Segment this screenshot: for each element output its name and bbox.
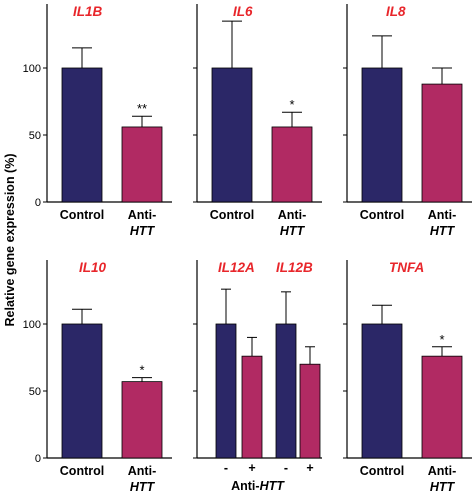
bar bbox=[121, 381, 163, 459]
x-tick-label: HTT bbox=[130, 480, 156, 494]
panel-title: IL1B bbox=[73, 4, 103, 19]
significance-label: ** bbox=[137, 101, 147, 116]
x-tick-label: Anti- bbox=[278, 208, 306, 222]
x-tick-label: Anti- bbox=[428, 208, 456, 222]
y-tick-label: 50 bbox=[29, 130, 41, 142]
bar bbox=[299, 363, 321, 459]
chart-panel: IL6 Control * Anti- HTT bbox=[193, 4, 322, 238]
y-tick-label: 50 bbox=[29, 386, 41, 398]
panel-title: TNFA bbox=[389, 260, 424, 275]
significance-label: * bbox=[439, 332, 444, 347]
x-tick-label: - bbox=[224, 461, 228, 475]
x-tick-label: Anti- bbox=[128, 208, 156, 222]
bar bbox=[421, 83, 463, 203]
bar bbox=[421, 355, 463, 459]
x-tick-label: Control bbox=[360, 464, 404, 478]
bar bbox=[215, 323, 237, 459]
x-tick-label: Anti- bbox=[428, 464, 456, 478]
x-tick-label: Control bbox=[60, 464, 104, 478]
bar bbox=[61, 323, 103, 459]
bar bbox=[211, 67, 253, 203]
panel-title: IL8 bbox=[386, 4, 406, 19]
bar bbox=[61, 67, 103, 203]
chart-panel: IL8 Control Anti- HTT bbox=[343, 4, 472, 238]
bar bbox=[275, 323, 297, 459]
x-group-label: Anti-HTT bbox=[231, 479, 285, 493]
x-tick-label: HTT bbox=[430, 480, 456, 494]
x-tick-label: Control bbox=[210, 208, 254, 222]
x-tick-label: HTT bbox=[130, 224, 156, 238]
bar bbox=[271, 126, 313, 203]
panel-title: IL12A bbox=[218, 260, 255, 275]
chart-panel: 0 50 100 IL10 Control * Anti- HTT bbox=[23, 260, 172, 494]
x-tick-label: + bbox=[306, 461, 313, 475]
x-tick-label: Control bbox=[360, 208, 404, 222]
y-axis-label: Relative gene expression (%) bbox=[3, 154, 17, 327]
panel-title: IL12B bbox=[276, 260, 313, 275]
significance-label: * bbox=[139, 363, 144, 378]
x-tick-label: Anti- bbox=[128, 464, 156, 478]
bar bbox=[241, 355, 263, 459]
panel-title: IL6 bbox=[233, 4, 253, 19]
bar bbox=[361, 323, 403, 459]
y-tick-label: 0 bbox=[35, 197, 41, 209]
y-tick-label: 100 bbox=[23, 63, 41, 75]
x-tick-label: Control bbox=[60, 208, 104, 222]
x-tick-label: - bbox=[284, 461, 288, 475]
chart-panel: 0 50 100 IL1B Control ** Anti- HTT bbox=[23, 4, 172, 238]
bar bbox=[361, 67, 403, 203]
chart-panel: - + - + IL12A IL12B Anti-HTT bbox=[193, 260, 322, 493]
x-tick-label: + bbox=[248, 461, 255, 475]
y-tick-label: 0 bbox=[35, 453, 41, 465]
y-tick-label: 100 bbox=[23, 319, 41, 331]
x-tick-label: HTT bbox=[280, 224, 306, 238]
chart-panel: TNFA Control * Anti- HTT bbox=[343, 260, 472, 494]
bar bbox=[121, 126, 163, 203]
x-tick-label: HTT bbox=[430, 224, 456, 238]
panel-title: IL10 bbox=[79, 260, 107, 275]
significance-label: * bbox=[289, 97, 294, 112]
